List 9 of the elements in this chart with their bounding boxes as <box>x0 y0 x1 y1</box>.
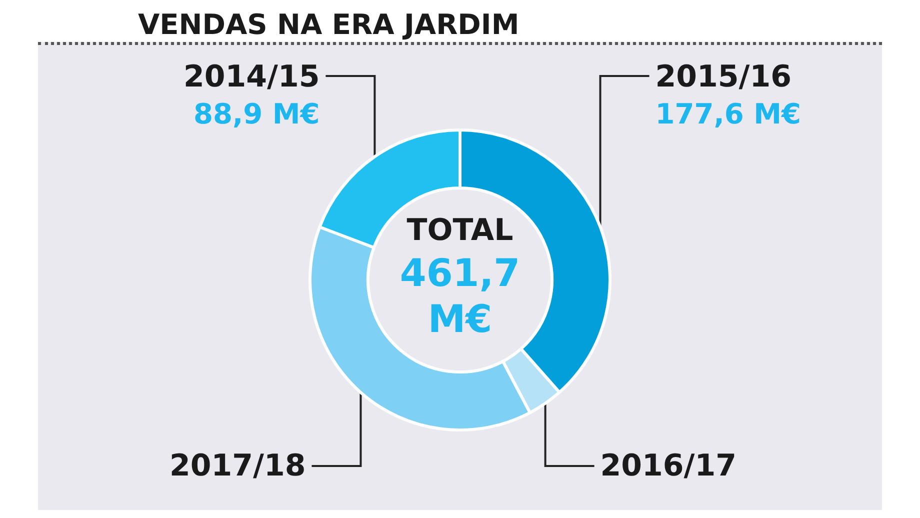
slice-label: 2015/16 <box>655 60 792 94</box>
text: TOTAL <box>406 212 514 250</box>
chart-title: VENDAS NA ERA JARDIM <box>137 8 520 42</box>
slice-label: 2017/18 <box>170 448 306 484</box>
slice-label: 2014/15 <box>183 60 320 94</box>
slice-label: 2016/17 <box>600 448 737 484</box>
data-label: 88,9 M€ <box>194 98 320 130</box>
text: 461,7 M€ <box>398 250 522 342</box>
data-label: 177,6 M€ <box>655 98 801 130</box>
